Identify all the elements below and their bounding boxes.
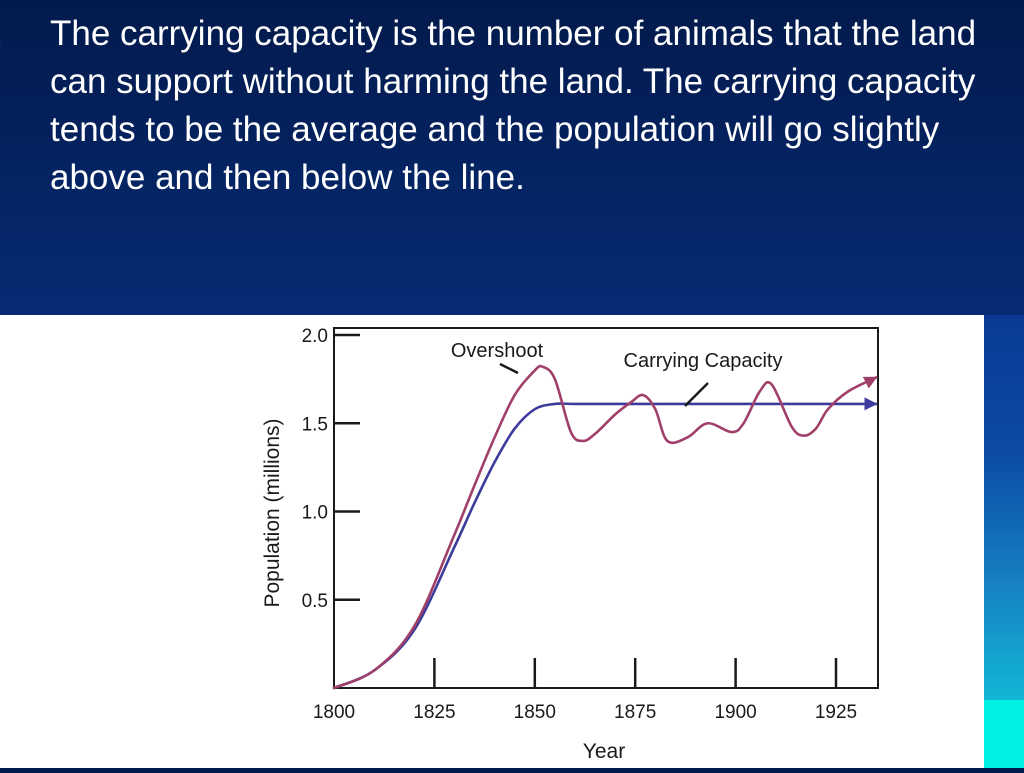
x-tick-label: 1875 bbox=[614, 702, 656, 723]
x-tick-label: 1925 bbox=[815, 702, 857, 723]
label-layer: 0.5 1.0 1.5 2.0 1800 1825 1850 1875 1900 1925 Year… bbox=[261, 326, 857, 763]
annotation-overshoot: Overshoot bbox=[451, 340, 544, 362]
y-axis-label: Population (millions) bbox=[261, 418, 284, 607]
x-axis-label: Year bbox=[583, 740, 625, 763]
population-curve bbox=[332, 364, 878, 690]
x-tick-label: 1900 bbox=[714, 702, 756, 723]
x-tick-label: 1825 bbox=[413, 702, 455, 723]
slide-paragraph: 4.The carrying capacity is the number of… bbox=[0, 10, 982, 202]
slide-text: 4.The carrying capacity is the number of… bbox=[0, 10, 982, 202]
y-tick-label: 0.5 bbox=[302, 591, 328, 612]
chart-figure: 0.5 1.0 1.5 2.0 1800 1825 1850 1875 1900 1925 Year… bbox=[0, 315, 984, 768]
decorative-side-bar bbox=[984, 315, 1024, 768]
series-layer bbox=[332, 364, 878, 690]
decorative-cyan-block bbox=[984, 700, 1024, 768]
x-tick-label: 1850 bbox=[514, 702, 556, 723]
y-tick-label: 1.5 bbox=[302, 414, 328, 435]
axes-layer bbox=[333, 327, 879, 689]
carrying-capacity-leader-line bbox=[684, 382, 709, 407]
y-tick-label: 2.0 bbox=[302, 326, 328, 347]
x-tick-label: 1800 bbox=[313, 702, 355, 723]
carrying-capacity-line bbox=[332, 397, 878, 690]
population-chart: 0.5 1.0 1.5 2.0 1800 1825 1850 1875 1900 1925 Year… bbox=[261, 326, 879, 763]
slide-number: 4. bbox=[0, 10, 50, 58]
slide-body: The carrying capacity is the number of a… bbox=[50, 14, 977, 197]
overshoot-leader-line bbox=[499, 362, 519, 375]
plot-frame bbox=[333, 327, 879, 689]
y-tick-label: 1.0 bbox=[302, 503, 328, 524]
annotation-carrying-capacity: Carrying Capacity bbox=[624, 350, 783, 372]
